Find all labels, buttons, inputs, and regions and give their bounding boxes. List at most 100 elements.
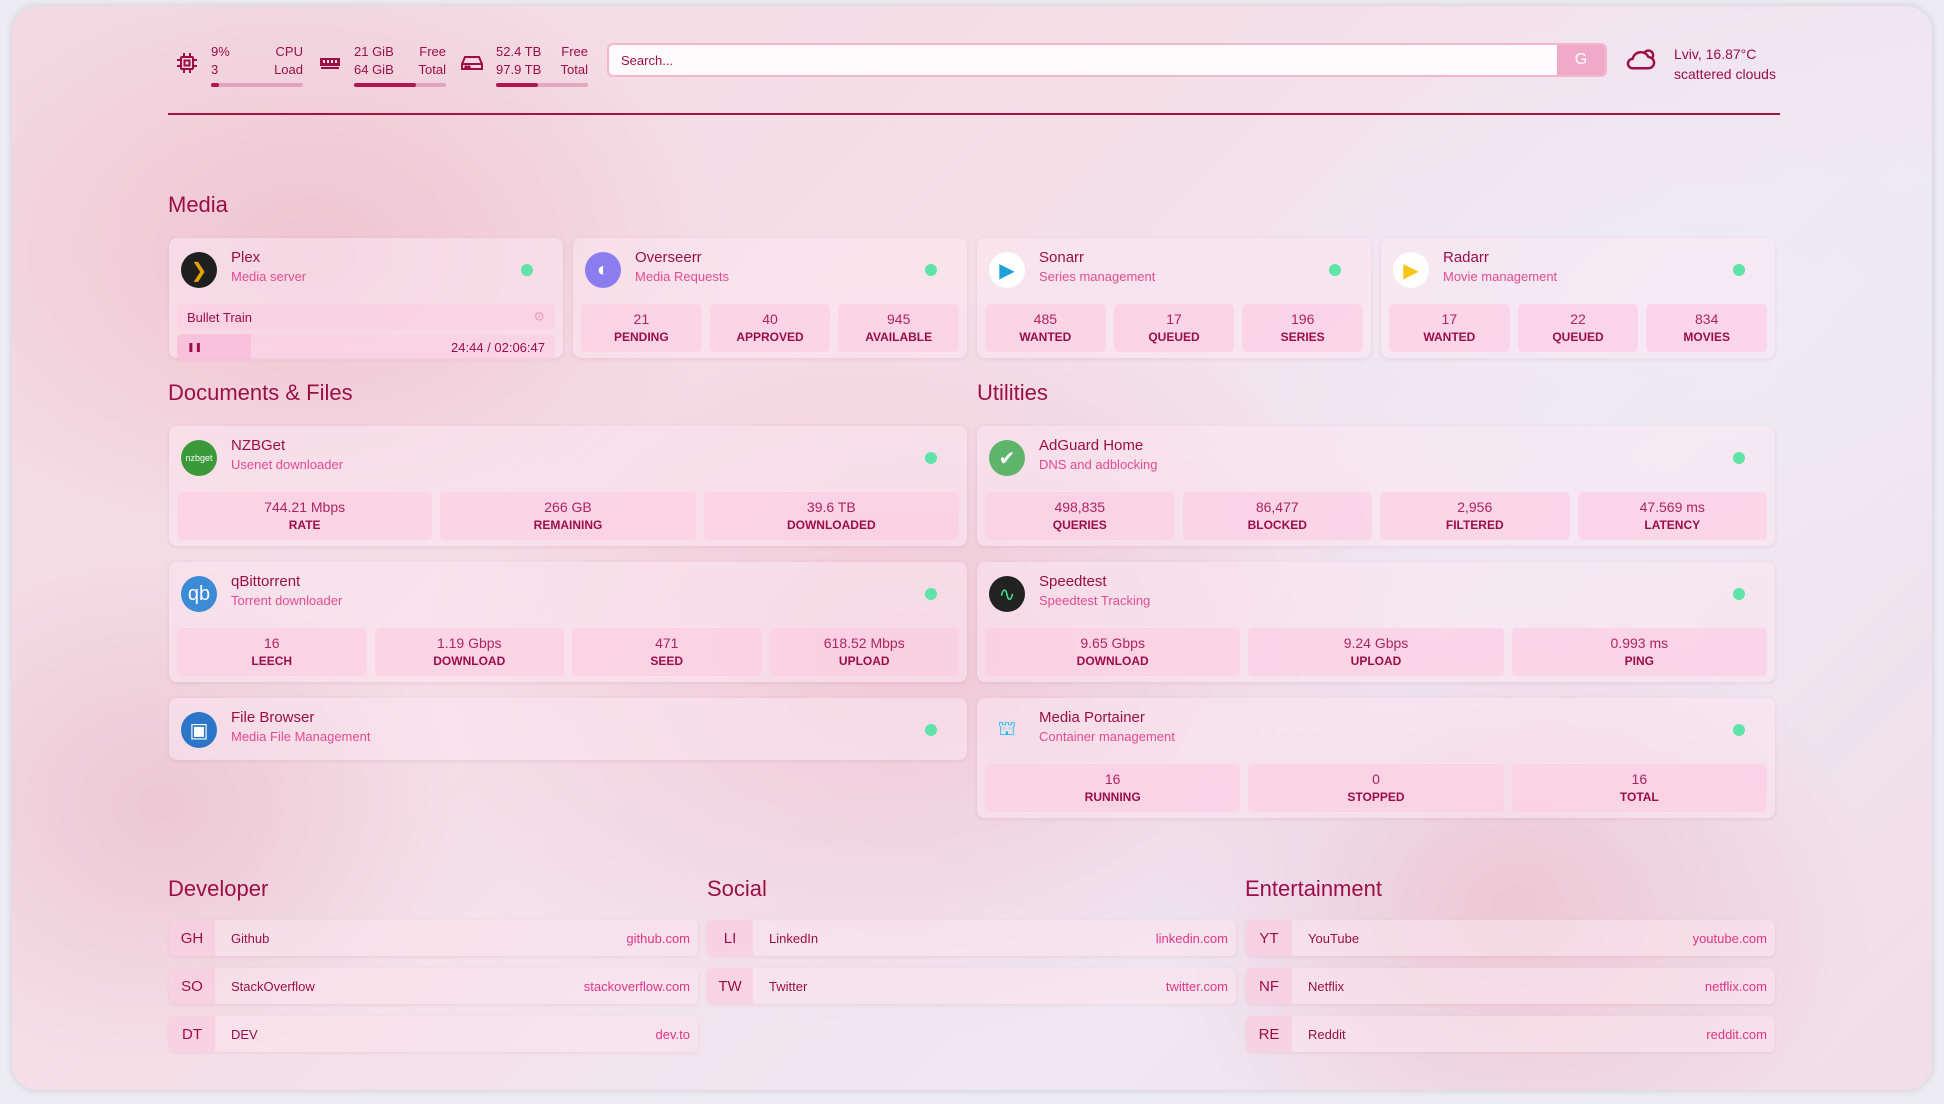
service-card-adguard-home[interactable]: ✔ AdGuard Home DNS and adblocking 498,835 QU… — [977, 426, 1775, 546]
bookmark-abbr: YT — [1246, 920, 1292, 956]
stat-queries: 498,835 QUERIES — [985, 492, 1175, 540]
bookmark-name: StackOverflow — [231, 978, 315, 994]
service-description: Usenet downloader — [231, 457, 344, 472]
status-online-indicator — [1733, 264, 1745, 276]
bookmark-github[interactable]: GH Github github.com — [169, 920, 698, 956]
stat-value: 618.52 Mbps — [823, 635, 905, 651]
progress-fill — [177, 334, 251, 360]
service-card-media-portainer[interactable]: ⛫ Media Portainer Container management 16 RU… — [977, 698, 1775, 818]
cpu-icon-label: CPU — [275, 44, 303, 59]
stat-value: 266 GB — [544, 499, 592, 515]
service-card-overseerr[interactable]: ◐ Overseerr Media Requests 21 PENDING 40 APPRO… — [573, 238, 967, 358]
memory-icon-value: 21 GiB — [354, 44, 394, 59]
disk-icon-value: 52.4 TB — [496, 44, 542, 59]
bookmark-reddit[interactable]: RE Reddit reddit.com — [1246, 1016, 1775, 1052]
service-name: Speedtest — [1039, 573, 1107, 590]
usage-bar — [354, 83, 446, 87]
stat-label: FILTERED — [1445, 518, 1504, 532]
qbittorrent-icon: qb — [181, 576, 217, 612]
bookmark-dev[interactable]: DT DEV dev.to — [169, 1016, 698, 1052]
service-description: Container management — [1039, 729, 1175, 744]
status-online-indicator — [925, 452, 937, 464]
bookmark-abbr: TW — [707, 968, 753, 1004]
stat-label: WANTED — [1423, 330, 1476, 344]
bookmark-stackoverflow[interactable]: SO StackOverflow stackoverflow.com — [169, 968, 698, 1004]
search-field[interactable]: Search... — [609, 45, 1557, 75]
status-online-indicator — [925, 724, 937, 736]
search-input[interactable] — [609, 45, 1557, 75]
service-card-radarr[interactable]: ▶ Radarr Movie management 17 WANTED 22 QUEUED 8… — [1381, 238, 1775, 358]
service-card-qbittorrent[interactable]: qb qBittorrent Torrent downloader 16 LEECH 1.… — [169, 562, 967, 682]
stat-label: QUEUED — [1552, 330, 1604, 344]
stat-download: 9.65 Gbps DOWNLOAD — [985, 628, 1241, 676]
service-description: Speedtest Tracking — [1039, 593, 1151, 608]
stat-value: 0.993 ms — [1610, 635, 1669, 651]
usage-bar — [496, 83, 588, 87]
service-card-plex[interactable]: ❯ Plex Media server Bullet Train ⚙ ❚❚ 24:44 / … — [169, 238, 563, 360]
service-card-nzbget[interactable]: nzbget NZBGet Usenet downloader 744.21 Mbps… — [169, 426, 967, 546]
bookmark-twitter[interactable]: TW Twitter twitter.com — [707, 968, 1236, 1004]
playback-progress[interactable]: ❚❚ 24:44 / 02:06:47 — [177, 334, 555, 360]
stat-download: 1.19 Gbps DOWNLOAD — [374, 628, 564, 676]
service-card-file-browser[interactable]: ▣ File Browser Media File Management — [169, 698, 967, 760]
stat-label: REMAINING — [533, 518, 603, 532]
service-name: Overseerr — [635, 249, 702, 266]
stat-label: AVAILABLE — [865, 330, 933, 344]
stat-value: 40 — [762, 311, 778, 327]
bookmark-name: Twitter — [769, 978, 808, 994]
cloud-sun-icon — [1624, 44, 1658, 84]
bookmark-url: linkedin.com — [1155, 930, 1228, 946]
status-online-indicator — [925, 264, 937, 276]
overseerr-icon: ◐ — [585, 252, 621, 288]
cpu-icon-value: 9% — [211, 44, 230, 59]
stat-value: 9.65 Gbps — [1080, 635, 1145, 651]
service-card-speedtest[interactable]: ∿ Speedtest Speedtest Tracking 9.65 Gbps DOW… — [977, 562, 1775, 682]
bookmark-url: reddit.com — [1706, 1026, 1767, 1042]
stat-label: SERIES — [1280, 330, 1325, 344]
service-name: File Browser — [231, 709, 315, 726]
status-online-indicator — [521, 264, 533, 276]
stat-value: 39.6 TB — [806, 499, 856, 515]
service-name: NZBGet — [231, 437, 286, 454]
stat-value: 16 — [1104, 771, 1121, 787]
stat-value: 16 — [263, 635, 280, 651]
bookmark-url: twitter.com — [1165, 978, 1228, 994]
stat-approved: 40 APPROVED — [709, 304, 831, 352]
stat-running: 16 RUNNING — [985, 764, 1241, 812]
weather-widget[interactable]: Lviv, 16.87°C scattered clouds — [1624, 44, 1776, 84]
stat-label: LEECH — [251, 654, 293, 668]
stat-value: 86,477 — [1255, 499, 1299, 515]
stat-label: STOPPED — [1347, 790, 1405, 804]
service-card-sonarr[interactable]: ▶ Sonarr Series management 485 WANTED 17 QUEUE… — [977, 238, 1371, 358]
portainer-icon: ⛫ — [997, 717, 1017, 740]
stat-downloaded: 39.6 TB DOWNLOADED — [703, 492, 959, 540]
settings-icon[interactable]: ⚙ — [533, 309, 545, 324]
bookmark-linkedin[interactable]: LI LinkedIn linkedin.com — [707, 920, 1236, 956]
stat-value: 9.24 Gbps — [1343, 635, 1409, 651]
disk-icon-label2: Total — [560, 62, 588, 77]
stat-label: QUEUED — [1148, 330, 1200, 344]
search-bar: Search... G — [607, 43, 1607, 77]
bookmark-abbr: NF — [1246, 968, 1292, 1004]
bookmark-netflix[interactable]: NF Netflix netflix.com — [1246, 968, 1775, 1004]
stat-label: DOWNLOADED — [786, 518, 876, 532]
bookmark-youtube[interactable]: YT YouTube youtube.com — [1246, 920, 1775, 956]
bookmark-name: LinkedIn — [769, 930, 819, 946]
bookmark-abbr: LI — [707, 920, 753, 956]
service-description: Series management — [1039, 269, 1156, 284]
now-playing[interactable]: Bullet Train ⚙ — [177, 304, 555, 330]
bookmark-name: YouTube — [1308, 930, 1360, 946]
stat-total: 16 TOTAL — [1511, 764, 1767, 812]
stat-value: 945 — [887, 311, 911, 327]
stat-value: 17 — [1166, 311, 1182, 327]
stat-stopped: 0 STOPPED — [1248, 764, 1504, 812]
status-online-indicator — [1733, 452, 1745, 464]
stat-value: 21 — [633, 311, 650, 327]
stat-value: 47.569 ms — [1639, 499, 1705, 515]
stat-value: 834 — [1695, 311, 1719, 327]
pause-icon[interactable]: ❚❚ — [187, 341, 203, 352]
group-heading-social: Social — [707, 876, 767, 901]
search-engine-button[interactable]: G — [1557, 45, 1605, 75]
stat-value: 1.19 Gbps — [436, 635, 502, 651]
service-name: AdGuard Home — [1039, 437, 1144, 454]
